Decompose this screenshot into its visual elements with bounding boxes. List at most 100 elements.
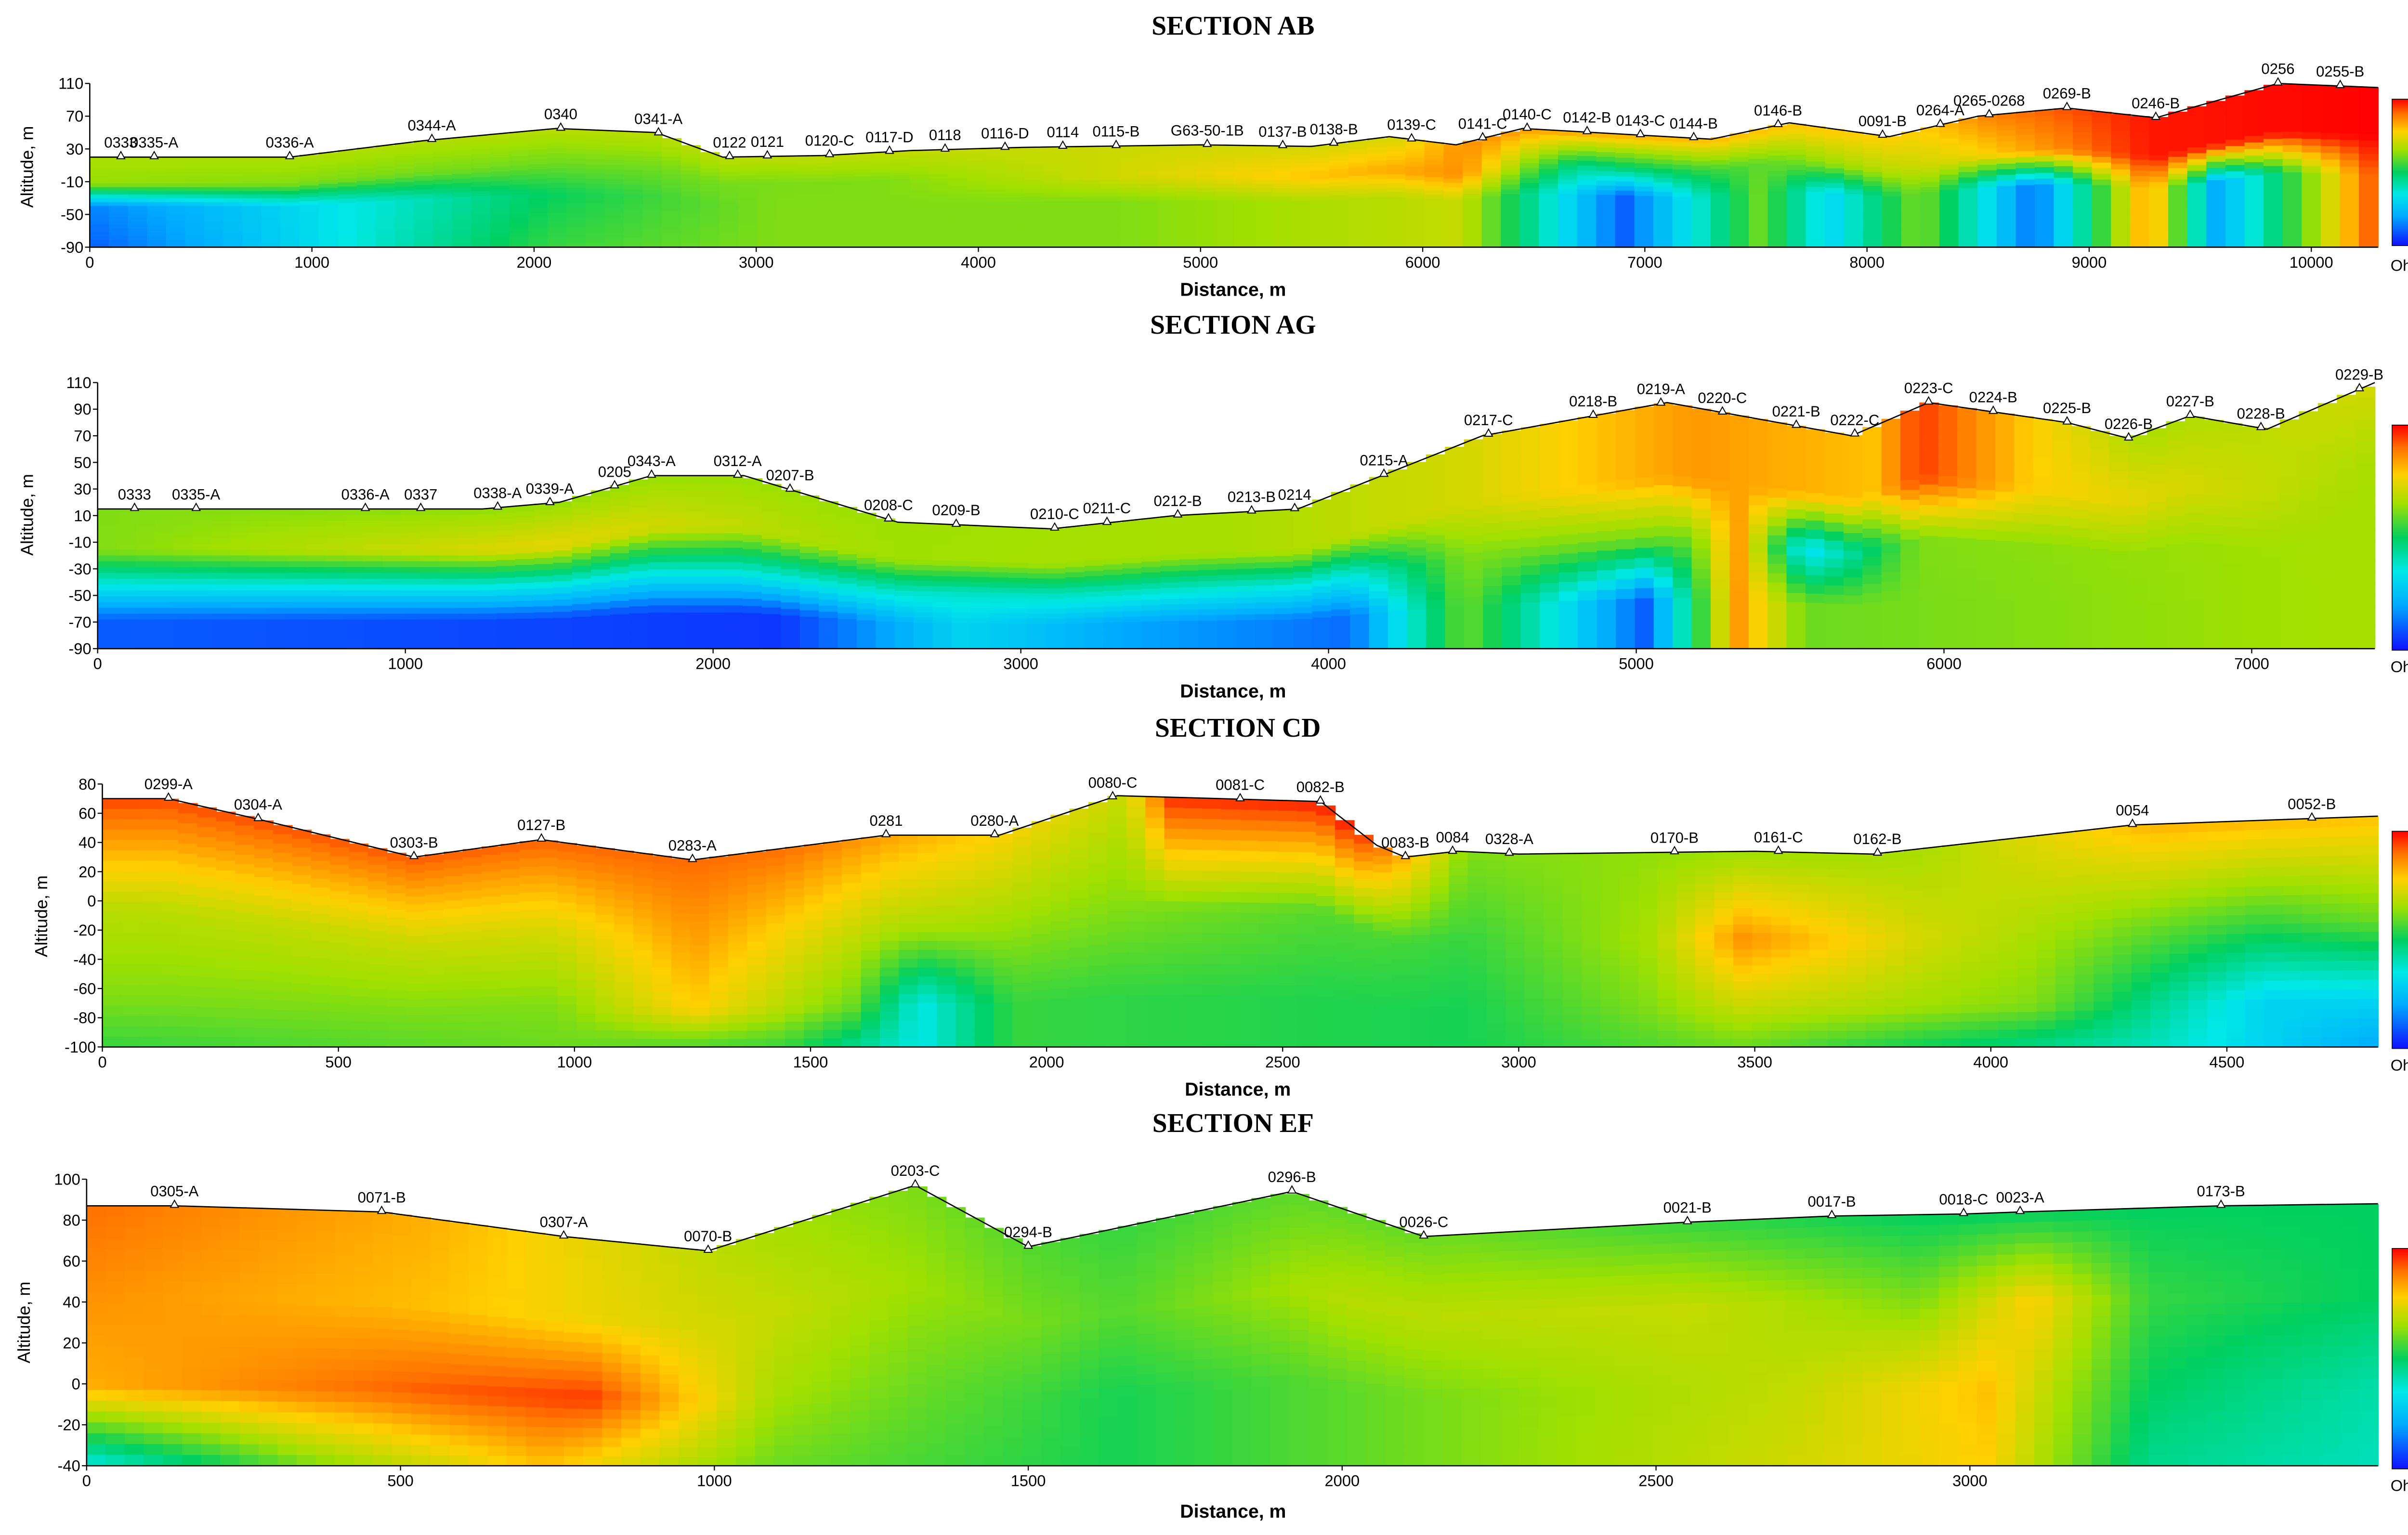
resistivity-cell <box>2302 186 2322 194</box>
resistivity-cell <box>876 594 895 601</box>
resistivity-cell <box>833 162 853 167</box>
resistivity-cell <box>496 584 516 590</box>
resistivity-cell <box>439 567 459 574</box>
resistivity-cell <box>1386 229 1406 234</box>
resistivity-cell <box>795 194 815 198</box>
resistivity-cell <box>1653 233 1673 239</box>
resistivity-cell <box>1367 152 1387 157</box>
resistivity-cell <box>192 596 212 603</box>
resistivity-cell <box>1729 237 1750 243</box>
resistivity-cell <box>1653 608 1674 619</box>
resistivity-cell <box>280 164 301 169</box>
resistivity-cell <box>515 595 535 602</box>
resistivity-cell <box>1672 210 1692 216</box>
resistivity-cell <box>108 157 129 162</box>
resistivity-cell <box>1310 209 1330 214</box>
resistivity-cell <box>629 500 649 508</box>
resistivity-cell <box>724 569 744 577</box>
resistivity-cell <box>566 227 587 234</box>
resistivity-cell <box>458 572 478 580</box>
resistivity-cell <box>261 224 281 229</box>
resistivity-cell <box>223 221 243 225</box>
resistivity-cell <box>852 200 873 205</box>
resistivity-cell <box>376 183 396 189</box>
resistivity-cell <box>761 559 782 567</box>
resistivity-cell <box>814 197 834 202</box>
resistivity-cell <box>1274 596 1294 603</box>
resistivity-cell <box>890 183 911 188</box>
resistivity-cell <box>1539 164 1559 170</box>
resistivity-cell <box>249 549 269 557</box>
resistivity-cell <box>833 154 853 159</box>
resistivity-cell <box>1310 154 1330 159</box>
resistivity-cell <box>1274 556 1294 563</box>
resistivity-cell <box>1691 174 1712 180</box>
resistivity-cell <box>97 561 118 568</box>
resistivity-cell <box>1939 174 1959 181</box>
station-label: 0120-C <box>805 132 854 149</box>
resistivity-cell <box>1882 182 1902 188</box>
resistivity-cell <box>970 633 990 639</box>
resistivity-cell <box>2225 171 2245 179</box>
resistivity-cell <box>1293 513 1313 520</box>
resistivity-cell <box>394 186 415 192</box>
resistivity-cell <box>1483 461 1503 470</box>
resistivity-cell <box>1043 180 1063 185</box>
resistivity-cell <box>1177 238 1197 244</box>
resistivity-cell <box>1920 187 1940 193</box>
resistivity-cell <box>242 168 262 173</box>
resistivity-cell <box>2302 125 2322 133</box>
resistivity-cell <box>1253 171 1273 176</box>
resistivity-cell <box>2244 234 2264 242</box>
resistivity-cell <box>1597 413 1617 424</box>
resistivity-cell <box>1426 592 1446 601</box>
resistivity-cell <box>1445 615 1465 624</box>
resistivity-cell <box>1597 580 1617 591</box>
resistivity-cell <box>1578 561 1597 572</box>
resistivity-cell <box>1558 544 1579 554</box>
resistivity-cell <box>2130 220 2150 226</box>
resistivity-cell <box>2206 143 2226 151</box>
resistivity-cell <box>629 599 649 607</box>
resistivity-cell <box>1062 209 1082 215</box>
resistivity-cell <box>1977 148 1998 155</box>
resistivity-cell <box>1825 134 1845 140</box>
resistivity-cell <box>147 209 167 214</box>
resistivity-cell <box>318 235 339 240</box>
resistivity-cell <box>1084 566 1104 572</box>
resistivity-cell <box>154 631 174 638</box>
resistivity-cell <box>948 157 968 162</box>
resistivity-cell <box>1578 436 1597 447</box>
resistivity-cell <box>1291 226 1311 231</box>
resistivity-cell <box>719 217 739 222</box>
resistivity-cell <box>1198 637 1218 644</box>
resistivity-cell <box>814 208 834 214</box>
resistivity-cell <box>1634 205 1654 211</box>
resistivity-cell <box>1426 559 1446 569</box>
resistivity-cell <box>1635 608 1655 619</box>
resistivity-cell <box>2340 113 2360 121</box>
resistivity-cell <box>1749 139 1768 145</box>
resistivity-cell <box>1084 586 1104 593</box>
resistivity-cell <box>192 555 212 562</box>
resistivity-cell <box>776 186 796 191</box>
resistivity-cell <box>2168 196 2188 203</box>
resistivity-cell <box>1407 547 1427 556</box>
resistivity-cell <box>1597 570 1617 581</box>
resistivity-cell <box>1577 213 1597 219</box>
resistivity-cell <box>1463 181 1483 186</box>
resistivity-cell <box>819 550 838 558</box>
resistivity-cell <box>1310 200 1330 206</box>
resistivity-cell <box>1939 159 1959 165</box>
resistivity-cell <box>761 621 782 629</box>
resistivity-cell <box>166 191 186 195</box>
resistivity-cell <box>1825 222 1845 228</box>
resistivity-cell <box>261 187 281 192</box>
resistivity-cell <box>1996 125 2016 131</box>
resistivity-cell <box>761 641 782 650</box>
resistivity-cell <box>1350 573 1370 581</box>
resistivity-cell <box>1502 457 1522 468</box>
resistivity-cell <box>856 546 877 553</box>
resistivity-cell <box>553 520 573 527</box>
resistivity-cell <box>1540 442 1560 453</box>
